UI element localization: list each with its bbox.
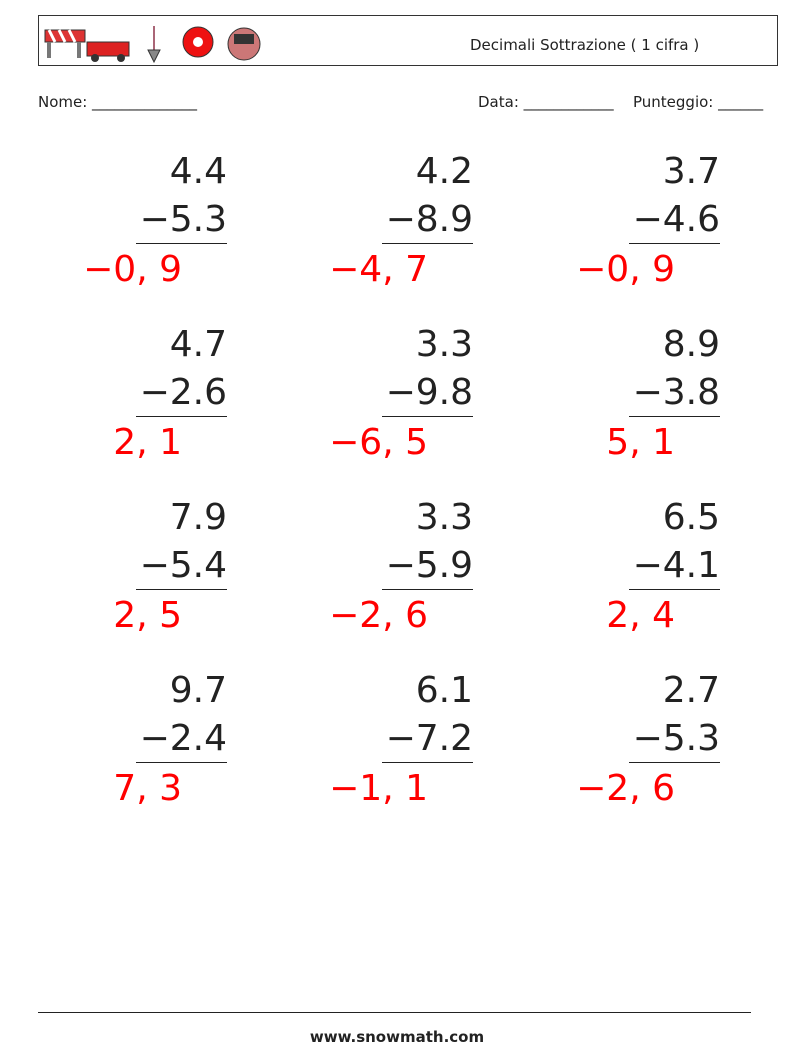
problem: 6.5 −4.1 2, 4	[520, 498, 720, 648]
subtrahend: −4.6	[632, 199, 720, 240]
minuend: 8.9	[662, 324, 720, 365]
answer: 2, 5	[113, 595, 182, 636]
minuend: 9.7	[169, 670, 227, 711]
subtrahend: −5.3	[632, 718, 720, 759]
minuend: 2.7	[662, 670, 720, 711]
subtrahend: −2.6	[139, 372, 227, 413]
problem: 3.3 −9.8 −6, 5	[273, 325, 473, 475]
subtrahend: −5.4	[139, 545, 227, 586]
problem: 8.9 −3.8 5, 1	[520, 325, 720, 475]
answer: −6, 5	[329, 422, 428, 463]
date-field: Data: ____________	[478, 93, 614, 111]
answer-rule	[629, 589, 720, 590]
answer: −2, 6	[576, 768, 675, 809]
problem: 4.7 −2.6 2, 1	[27, 325, 227, 475]
answer: 2, 4	[606, 595, 675, 636]
answer-rule	[382, 416, 473, 417]
minuend: 4.7	[169, 324, 227, 365]
problem: 3.3 −5.9 −2, 6	[273, 498, 473, 648]
minuend: 3.3	[415, 324, 473, 365]
subtrahend: −5.9	[385, 545, 473, 586]
minuend: 6.1	[415, 670, 473, 711]
answer: −4, 7	[329, 249, 428, 290]
answer-rule	[382, 243, 473, 244]
answer-rule	[136, 416, 227, 417]
title: Decimali Sottrazione ( 1 cifra )	[470, 36, 700, 54]
subtrahend: −7.2	[385, 718, 473, 759]
answer: −0, 9	[83, 249, 182, 290]
problem: 4.4 −5.3 −0, 9	[27, 152, 227, 302]
footer-rule	[38, 1012, 751, 1013]
minuend: 6.5	[662, 497, 720, 538]
subtrahend: −9.8	[385, 372, 473, 413]
answer-rule	[136, 243, 227, 244]
answer: −1, 1	[329, 768, 428, 809]
answer: 2, 1	[113, 422, 182, 463]
problem: 9.7 −2.4 7, 3	[27, 671, 227, 821]
header-icons	[44, 26, 261, 64]
answer-rule	[629, 243, 720, 244]
answer-rule	[136, 762, 227, 763]
answer-rule	[629, 416, 720, 417]
header-box	[38, 15, 778, 66]
footer-site: www.snowmath.com	[309, 1028, 485, 1046]
minuend: 4.4	[169, 151, 227, 192]
answer: −0, 9	[576, 249, 675, 290]
problem: 2.7 −5.3 −2, 6	[520, 671, 720, 821]
answer-rule	[382, 589, 473, 590]
problem: 3.7 −4.6 −0, 9	[520, 152, 720, 302]
subtrahend: −3.8	[632, 372, 720, 413]
score-field: Punteggio: ______	[633, 93, 764, 111]
minuend: 3.7	[662, 151, 720, 192]
answer: 5, 1	[606, 422, 675, 463]
answer-rule	[382, 762, 473, 763]
name-field: Nome: ______________	[38, 93, 198, 111]
subtrahend: −2.4	[139, 718, 227, 759]
answer-rule	[629, 762, 720, 763]
subtrahend: −5.3	[139, 199, 227, 240]
problem: 7.9 −5.4 2, 5	[27, 498, 227, 648]
minuend: 4.2	[415, 151, 473, 192]
problem: 6.1 −7.2 −1, 1	[273, 671, 473, 821]
answer-rule	[136, 589, 227, 590]
subtrahend: −4.1	[632, 545, 720, 586]
minuend: 7.9	[169, 497, 227, 538]
minuend: 3.3	[415, 497, 473, 538]
subtrahend: −8.9	[385, 199, 473, 240]
problem: 4.2 −8.9 −4, 7	[273, 152, 473, 302]
answer: 7, 3	[113, 768, 182, 809]
answer: −2, 6	[329, 595, 428, 636]
